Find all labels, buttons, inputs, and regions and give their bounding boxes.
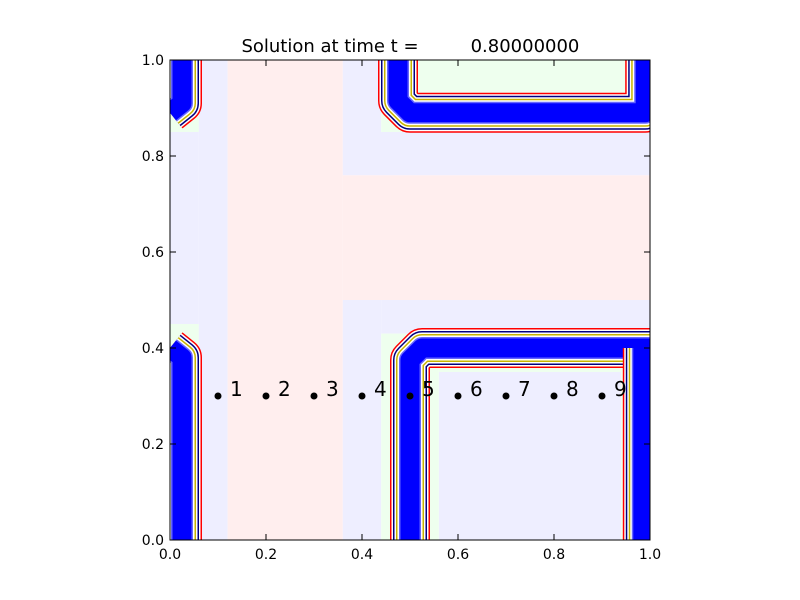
background-region-8 <box>438 372 622 540</box>
y-tick-label-3: 0.6 <box>142 245 164 261</box>
chart-title: Solution at time t = <box>241 36 418 57</box>
gauge-point-1 <box>214 392 222 400</box>
gauge-point-7 <box>502 392 510 400</box>
y-tick-label-1: 0.2 <box>142 437 164 453</box>
gauge-label-1: 1 <box>230 377 243 401</box>
plot-area <box>170 60 650 540</box>
contour-band-top-channel <box>378 60 650 133</box>
axis-ticks: 0.0 0.2 0.4 0.6 0.8 1.0 0.0 0.2 0.4 0.6 0.8 1.0 <box>142 53 661 563</box>
y-tick-label-2: 0.4 <box>142 341 164 357</box>
gauge-point-9 <box>598 392 606 400</box>
x-tick-label-0: 0.0 <box>159 547 181 563</box>
gauge-point-6 <box>454 392 462 400</box>
background-region-2 <box>227 60 343 540</box>
gauge-point-8 <box>550 392 558 400</box>
plot-frame <box>169 59 651 541</box>
gauge-label-3: 3 <box>326 377 339 401</box>
chart-time-value: 0.80000000 <box>471 36 580 57</box>
background-region-5 <box>342 60 382 132</box>
contour-band-bottom-channel <box>390 328 650 540</box>
gauge-point-2 <box>262 392 270 400</box>
gauge-label-2: 2 <box>278 377 291 401</box>
contour-band-left-upper <box>170 60 202 129</box>
gauge-point-5 <box>406 392 414 400</box>
gauge-label-6: 6 <box>470 377 483 401</box>
gauge-point-4 <box>358 392 366 400</box>
background-region-1 <box>198 60 228 540</box>
gauge-point-3 <box>310 392 318 400</box>
gauge-label-9: 9 <box>614 377 627 401</box>
y-tick-label-4: 0.8 <box>142 149 164 165</box>
x-tick-label-4: 0.8 <box>543 547 565 563</box>
background-region-4 <box>342 132 650 176</box>
contour-lines <box>170 60 650 540</box>
gauge-label-5: 5 <box>422 377 435 401</box>
gauge-label-4: 4 <box>374 377 387 401</box>
contour-band-left-lower <box>170 332 202 540</box>
x-tick-label-3: 0.6 <box>447 547 469 563</box>
x-tick-label-5: 1.0 <box>639 547 661 563</box>
gauge-label-7: 7 <box>518 377 531 401</box>
y-tick-label-5: 1.0 <box>142 53 164 69</box>
gauge-label-8: 8 <box>566 377 579 401</box>
x-tick-label-2: 0.4 <box>351 547 373 563</box>
gauge-points: 1 2 3 4 5 6 7 8 9 <box>214 377 627 401</box>
background-region-6 <box>342 300 382 540</box>
y-tick-label-0: 0.0 <box>142 533 164 549</box>
x-tick-label-1: 0.2 <box>255 547 277 563</box>
background-region-3 <box>342 175 650 300</box>
